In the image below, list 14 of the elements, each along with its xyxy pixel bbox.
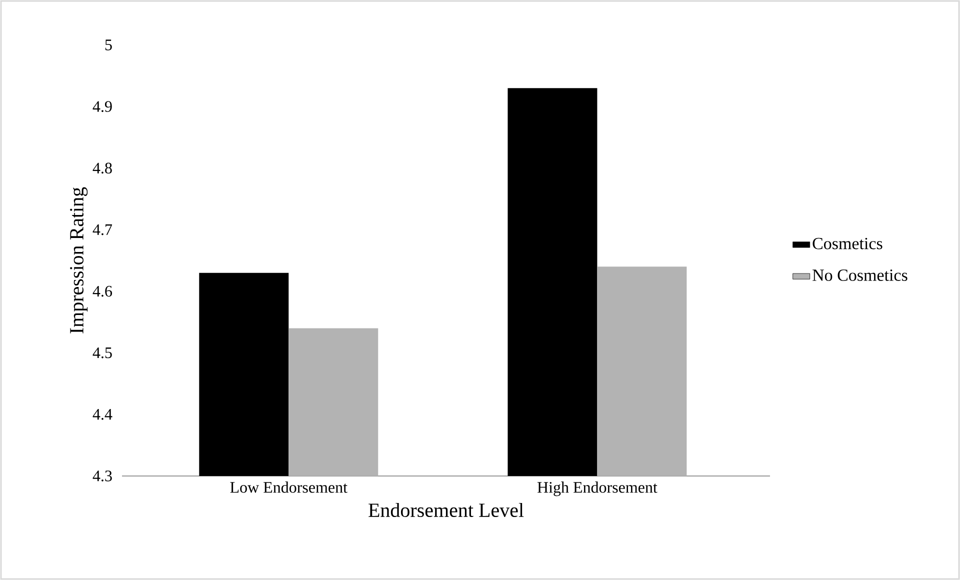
y-tick-label: 4.3: [92, 470, 112, 482]
y-tick-label: 4.7: [92, 224, 112, 236]
y-tick-label: 4.8: [92, 162, 112, 174]
y-tick-label: 4.6: [92, 286, 112, 297]
legend-label: No Cosmetics: [812, 270, 908, 281]
x-tick-label: Low Endorsement: [230, 482, 348, 493]
legend-label: Cosmetics: [812, 238, 882, 250]
x-axis-title: Endorsement Level: [368, 502, 524, 518]
y-tick-label: 4.4: [92, 409, 112, 420]
y-axis-title: Impression Rating: [70, 187, 88, 334]
y-tick-label: 4.5: [92, 347, 112, 358]
y-tick-label: 4.9: [92, 101, 112, 112]
x-tick-label: High Endorsement: [537, 482, 658, 496]
y-tick-label: 5: [105, 40, 112, 50]
